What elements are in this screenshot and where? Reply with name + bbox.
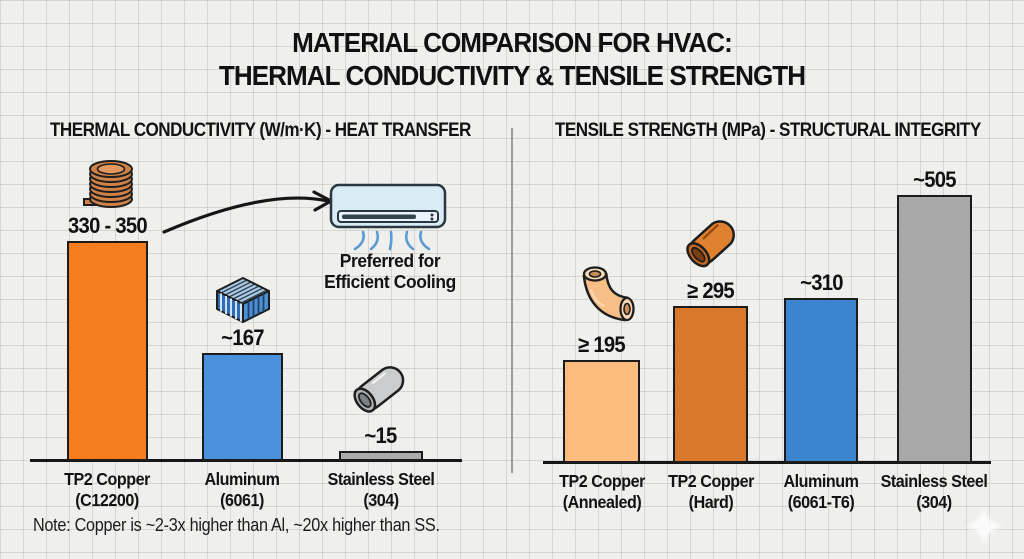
axis-label-line: Aluminum <box>204 469 280 489</box>
axis-label-line: TP2 Copper <box>64 469 150 489</box>
axis-label-line: TP2 Copper <box>559 471 645 491</box>
aluminum-heatsink-icon <box>216 277 270 323</box>
air-conditioner-icon <box>329 183 447 251</box>
axis-label-line: Stainless Steel <box>327 469 435 489</box>
axis-label-line: (C12200) <box>75 490 139 510</box>
bar-tensile-aluminum <box>784 298 858 463</box>
right-chart-axis <box>543 461 991 464</box>
bar-tensile-stainless <box>897 195 972 463</box>
axis-label-tensile-hard: TP2 Copper (Hard) <box>642 471 780 513</box>
footnote: Note: Copper is ~2-3x higher than Al, ~2… <box>33 515 440 535</box>
axis-label-tensile-aluminum: Aluminum (6061-T6) <box>752 471 890 513</box>
axis-label-line: Aluminum <box>783 471 859 491</box>
axis-label-line: (6061-T6) <box>787 492 855 512</box>
axis-label-line: TP2 Copper <box>668 471 754 491</box>
panel-divider <box>511 128 513 473</box>
axis-label-line: Stainless Steel <box>880 471 988 491</box>
copper-elbow-icon <box>582 266 635 322</box>
value-label-thermal-stainless: ~15 <box>364 423 397 448</box>
page-title-line2: THERMAL CONDUCTIVITY & TENSILE STRENGTH <box>218 60 806 91</box>
curved-arrow-icon <box>162 190 333 234</box>
axis-label-line: (Hard) <box>688 492 734 512</box>
axis-label-line: (Annealed) <box>562 492 642 512</box>
page-title-line1: MATERIAL COMPARISON FOR HVAC: <box>292 27 733 58</box>
cooling-annotation: Preferred for Efficient Cooling <box>305 250 474 292</box>
axis-label-line: (304) <box>363 490 399 510</box>
value-label-tensile-hard: ≥ 295 <box>687 278 735 303</box>
copper-tube-icon <box>686 220 735 268</box>
value-label-thermal-copper: 330 - 350 <box>68 213 148 238</box>
page-title: MATERIAL COMPARISON FOR HVAC: THERMAL CO… <box>36 26 988 92</box>
axis-label-tensile-annealed: TP2 Copper (Annealed) <box>533 471 671 513</box>
sparkle-icon <box>964 506 1004 546</box>
bar-tensile-copper-hard <box>673 306 748 463</box>
right-panel-heading: TENSILE STRENGTH (MPa) - STRUCTURAL INTE… <box>555 120 981 141</box>
cooling-annotation-line2: Efficient Cooling <box>324 271 456 292</box>
axis-label-thermal-stainless: Stainless Steel (304) <box>312 469 450 511</box>
value-label-tensile-annealed: ≥ 195 <box>578 332 626 357</box>
axis-label-tensile-stainless: Stainless Steel (304) <box>865 471 1003 513</box>
bar-thermal-tp2-copper <box>67 241 148 461</box>
bar-thermal-aluminum <box>202 353 283 461</box>
axis-label-line: (304) <box>916 492 952 512</box>
stainless-steel-pipe-icon <box>353 366 405 413</box>
bar-thermal-stainless-steel <box>339 451 423 461</box>
value-label-thermal-aluminum: ~167 <box>221 325 264 350</box>
left-panel-heading: THERMAL CONDUCTIVITY (W/m·K) - HEAT TRAN… <box>50 120 471 141</box>
cooling-annotation-line1: Preferred for <box>339 250 441 271</box>
value-label-tensile-aluminum: ~310 <box>800 270 843 295</box>
axis-label-thermal-aluminum: Aluminum (6061) <box>173 469 311 511</box>
axis-label-line: (6061) <box>220 490 264 510</box>
bar-tensile-copper-annealed <box>563 360 640 463</box>
axis-label-thermal-copper: TP2 Copper (C12200) <box>38 469 176 511</box>
copper-coil-icon <box>83 160 133 208</box>
value-label-tensile-stainless: ~505 <box>913 167 956 192</box>
